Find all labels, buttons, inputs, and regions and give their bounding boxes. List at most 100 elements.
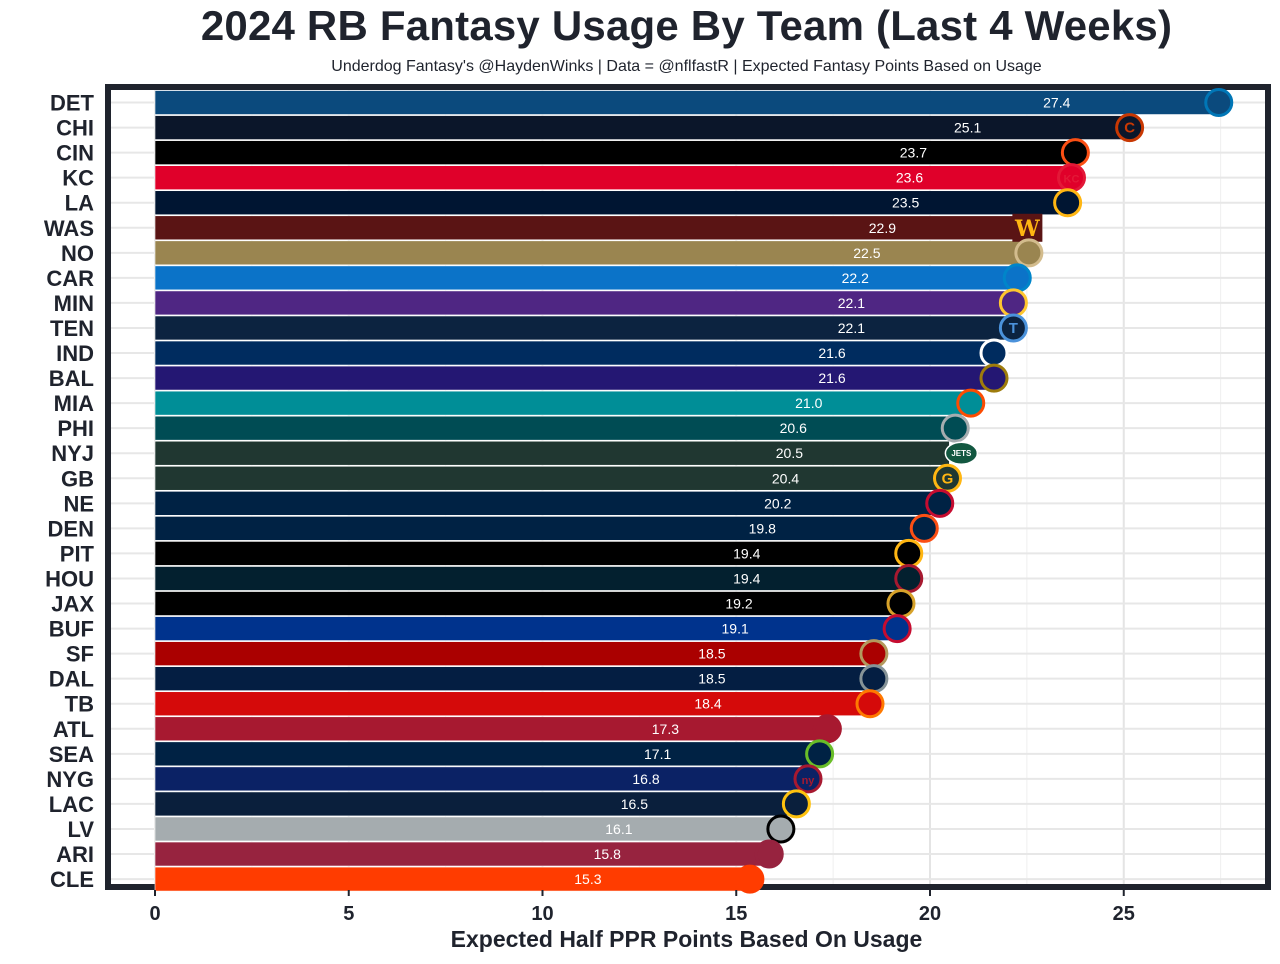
bar-pit bbox=[154, 541, 908, 566]
value-label-gb: 20.4 bbox=[772, 470, 799, 486]
y-label-la: LA bbox=[65, 191, 94, 216]
bar-den bbox=[154, 516, 923, 541]
bills-logo-icon bbox=[882, 614, 912, 644]
svg-text:C: C bbox=[1124, 120, 1135, 137]
y-label-cle: CLE bbox=[50, 867, 94, 892]
value-label-den: 19.8 bbox=[749, 520, 776, 536]
saints-logo-icon bbox=[1014, 238, 1044, 268]
panthers-logo-icon bbox=[1002, 263, 1032, 293]
colts-logo-icon bbox=[979, 338, 1009, 368]
x-tick-label: 25 bbox=[1113, 903, 1135, 925]
giants-logo-icon: ny bbox=[793, 764, 823, 794]
value-label-dal: 18.5 bbox=[698, 671, 725, 687]
y-label-min: MIN bbox=[54, 291, 94, 316]
bar-no bbox=[154, 240, 1028, 266]
y-label-chi: CHI bbox=[56, 116, 94, 141]
y-label-buf: BUF bbox=[49, 617, 94, 642]
value-label-nyj: 20.5 bbox=[776, 445, 803, 461]
y-label-det: DET bbox=[50, 91, 95, 116]
dolphins-logo-icon bbox=[956, 388, 986, 418]
value-label-tb: 18.4 bbox=[694, 696, 721, 712]
y-label-nyg: NYG bbox=[46, 767, 94, 792]
value-label-lac: 16.5 bbox=[621, 796, 648, 812]
value-label-jax: 19.2 bbox=[725, 596, 752, 612]
patriots-logo-icon bbox=[925, 488, 955, 518]
y-label-hou: HOU bbox=[45, 566, 94, 591]
svg-text:G: G bbox=[942, 470, 954, 487]
value-label-nyg: 16.8 bbox=[632, 771, 659, 787]
y-label-ari: ARI bbox=[56, 842, 94, 867]
packers-logo-icon: G bbox=[933, 463, 962, 493]
bar-atl bbox=[154, 716, 826, 742]
y-label-sf: SF bbox=[66, 642, 94, 667]
y-label-lac: LAC bbox=[49, 792, 94, 817]
svg-text:ny: ny bbox=[802, 775, 816, 787]
value-label-kc: 23.6 bbox=[896, 170, 923, 186]
value-label-atl: 17.3 bbox=[652, 721, 679, 737]
value-label-ne: 20.2 bbox=[764, 495, 791, 511]
y-label-nyj: NYJ bbox=[51, 441, 94, 466]
bar-buf bbox=[154, 616, 896, 641]
value-label-no: 22.5 bbox=[853, 245, 880, 261]
y-label-gb: GB bbox=[61, 466, 94, 491]
bar-lv bbox=[154, 816, 780, 842]
y-label-sea: SEA bbox=[49, 742, 94, 767]
broncos-logo-icon bbox=[909, 513, 939, 543]
rams-logo-icon bbox=[1053, 188, 1083, 218]
raiders-logo-icon bbox=[766, 814, 796, 844]
svg-text:JETS: JETS bbox=[951, 449, 972, 458]
x-axis-ticks: 0 5 10 15 20 25 bbox=[149, 890, 1135, 925]
bar-ne bbox=[154, 491, 939, 516]
value-label-sf: 18.5 bbox=[698, 646, 725, 662]
bar-nyj bbox=[154, 440, 950, 466]
value-label-ari: 15.8 bbox=[594, 846, 621, 862]
bar-min bbox=[154, 290, 1012, 316]
bar-ind bbox=[154, 340, 993, 366]
y-label-pit: PIT bbox=[60, 541, 95, 566]
value-label-det: 27.4 bbox=[1043, 95, 1070, 111]
y-label-bal: BAL bbox=[49, 366, 94, 391]
bar-kc bbox=[154, 165, 1070, 190]
bar-dal bbox=[154, 666, 873, 691]
value-label-la: 23.5 bbox=[892, 195, 919, 211]
value-label-cle: 15.3 bbox=[574, 871, 601, 887]
chiefs-logo-icon: KC bbox=[1057, 163, 1086, 193]
jaguars-logo-icon bbox=[886, 589, 916, 619]
eagles-logo-icon bbox=[940, 413, 970, 443]
falcons-logo-icon bbox=[812, 714, 842, 744]
cowboys-logo-icon bbox=[859, 664, 889, 694]
value-label-phi: 20.6 bbox=[780, 420, 807, 436]
steelers-logo-icon bbox=[894, 538, 924, 568]
y-label-atl: ATL bbox=[53, 717, 94, 742]
y-label-phi: PHI bbox=[57, 416, 94, 441]
titans-logo-icon: T bbox=[998, 313, 1028, 343]
bar-tb bbox=[154, 691, 869, 717]
bar-jax bbox=[154, 591, 900, 616]
bar-cin bbox=[154, 140, 1074, 165]
value-label-hou: 19.4 bbox=[733, 570, 760, 586]
vikings-logo-icon bbox=[998, 288, 1028, 318]
bar-phi bbox=[154, 415, 954, 441]
ravens-logo-icon bbox=[979, 363, 1009, 393]
y-label-dal: DAL bbox=[49, 667, 94, 692]
bar-la bbox=[154, 190, 1066, 216]
bar-gb bbox=[154, 465, 946, 491]
bar-bal bbox=[154, 365, 993, 391]
seahawks-logo-icon bbox=[805, 739, 835, 769]
bar-car bbox=[154, 265, 1016, 291]
y-label-lv: LV bbox=[68, 817, 95, 842]
browns-logo-icon bbox=[735, 864, 765, 894]
bar-nyg bbox=[154, 766, 807, 792]
value-label-pit: 19.4 bbox=[733, 545, 760, 561]
y-label-den: DEN bbox=[48, 516, 94, 541]
value-label-min: 22.1 bbox=[838, 295, 865, 311]
value-label-was: 22.9 bbox=[869, 220, 896, 236]
chart-subtitle: Underdog Fantasy's @HaydenWinks | Data =… bbox=[331, 58, 1042, 75]
y-label-tb: TB bbox=[65, 692, 94, 717]
texans-logo-icon bbox=[894, 563, 924, 593]
bar-ari bbox=[154, 841, 768, 867]
bar-det bbox=[154, 90, 1218, 115]
lions-logo-icon bbox=[1204, 88, 1234, 118]
commanders-logo-icon: W bbox=[1012, 213, 1043, 242]
